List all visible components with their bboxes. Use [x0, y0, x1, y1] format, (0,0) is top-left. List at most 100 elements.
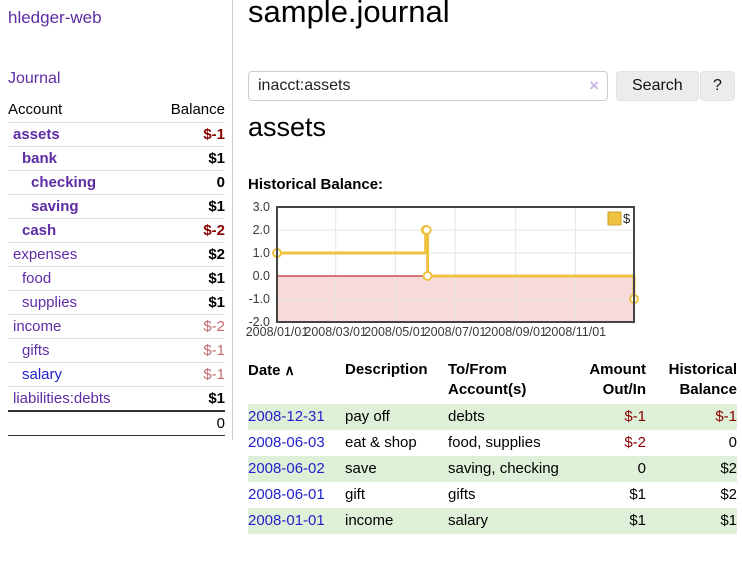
accounts-header-account: Account	[8, 98, 150, 123]
x-tick-label: 2008/01/01	[246, 325, 309, 339]
x-tick-label: 2008/09/01	[484, 325, 547, 339]
account-link[interactable]: income	[13, 318, 62, 335]
txn-date-cell: 2008-06-02	[248, 456, 345, 482]
account-balance: $1	[149, 386, 225, 411]
header-date[interactable]: Date ∧	[248, 362, 295, 379]
account-row: checking 0	[8, 170, 225, 195]
header-amount: Amount Out/In	[589, 361, 646, 398]
account-balance: $1	[149, 146, 225, 171]
y-tick-label: 3.0	[253, 200, 270, 214]
txn-balance: 0	[728, 434, 737, 451]
y-tick-label: 1.0	[253, 246, 270, 260]
accounts-header-balance: Balance	[149, 98, 225, 123]
txn-balance: $2	[646, 456, 737, 482]
txn-date-link[interactable]: 2008-06-03	[248, 434, 325, 451]
account-link[interactable]: assets	[13, 126, 60, 143]
txn-description: save	[345, 456, 448, 482]
y-tick-label: -1.0	[248, 292, 270, 306]
app-title-link[interactable]: hledger-web	[8, 8, 102, 27]
account-link[interactable]: bank	[22, 150, 58, 167]
account-row: liabilities:debts $1	[8, 386, 225, 411]
account-balance: $1	[149, 266, 225, 291]
historical-balance-chart: $3.0 2.0 1.0 0.0 -1.0 -2.02008/01/012008/03/0…	[246, 200, 639, 339]
account-row: saving $1	[8, 194, 225, 219]
header-description: Description	[345, 361, 428, 378]
txn-description: eat & shop	[345, 434, 417, 451]
data-point-marker	[422, 271, 433, 281]
help-button[interactable]: ?	[700, 71, 735, 101]
txn-amount: $1	[568, 508, 646, 534]
txn-description: pay off	[345, 404, 448, 430]
account-link[interactable]: gifts	[22, 342, 50, 359]
accounts-total-spacer	[8, 410, 150, 436]
account-balance: $-1	[149, 362, 225, 387]
txn-date-cell: 2008-01-01	[248, 508, 345, 534]
account-row: income $-2	[8, 314, 225, 339]
txn-date-link[interactable]: 2008-01-01	[248, 512, 325, 529]
transaction-row: 2008-01-01 income salary $1 $1	[248, 508, 737, 534]
account-balance: $-2	[149, 218, 225, 243]
account-link[interactable]: checking	[31, 174, 97, 191]
txn-date-cell: 2008-06-01	[248, 482, 345, 508]
account-row: gifts $-1	[8, 338, 225, 363]
transaction-row: 2008-06-02 save saving, checking 0 $2	[248, 456, 737, 482]
account-balance: $2	[149, 242, 225, 267]
account-balance: $1	[149, 290, 225, 315]
transactions-table: Date ∧ Description To/From Account(s) Amo…	[248, 358, 737, 534]
account-link[interactable]: liabilities:debts	[13, 390, 111, 407]
clear-search-icon[interactable]: ×	[589, 76, 599, 95]
txn-amount: $-2	[624, 434, 646, 451]
account-link[interactable]: cash	[22, 222, 57, 239]
sidebar: hledger-web Journal Account Balance asse…	[0, 0, 233, 440]
account-link[interactable]: expenses	[13, 246, 78, 263]
data-point-marker	[421, 225, 432, 235]
y-tick-label: -2.0	[248, 315, 270, 329]
txn-balance: $2	[720, 486, 737, 503]
transaction-row: 2008-06-03 eat & shop food, supplies $-2 0	[248, 430, 737, 456]
accounts-table: Account Balance assets $-1 bank $1 checking 0…	[8, 98, 225, 436]
txn-description: income	[345, 508, 448, 534]
transaction-row: 2008-12-31 pay off debts $-1 $-1	[248, 404, 737, 430]
account-row: cash $-2	[8, 218, 225, 243]
accounts-total-value: 0	[149, 410, 225, 436]
account-row: expenses $2	[8, 242, 225, 267]
search-input-wrap: ×	[248, 71, 608, 101]
account-balance: 0	[149, 170, 225, 195]
txn-date-link[interactable]: 2008-12-31	[248, 408, 325, 425]
txn-balance: $1	[646, 508, 737, 534]
account-balance: $-1	[149, 338, 225, 363]
account-link[interactable]: saving	[31, 198, 79, 215]
account-row: salary $-1	[8, 362, 225, 387]
account-link[interactable]: salary	[22, 366, 63, 383]
txn-balance: $-1	[646, 404, 737, 430]
legend-label: $	[623, 211, 631, 226]
txn-date-link[interactable]: 2008-06-02	[248, 460, 325, 477]
account-row: bank $1	[8, 146, 225, 171]
nav-journal-link[interactable]: Journal	[8, 70, 61, 87]
account-row: assets $-1	[8, 123, 225, 147]
accounts-header-row: Account Balance	[8, 98, 225, 123]
header-accounts: To/From Account(s)	[448, 361, 527, 398]
txn-date-cell: 2008-12-31	[248, 404, 345, 430]
txn-amount: 0	[568, 456, 646, 482]
transaction-row: 2008-06-01 gift gifts $1 $2	[248, 482, 737, 508]
transactions-body: 2008-12-31 pay off debts $-1 $-1 2008-06-03 ea…	[248, 404, 737, 534]
txn-accounts: food, supplies	[448, 434, 541, 451]
txn-amount: $-1	[568, 404, 646, 430]
account-balance: $-2	[149, 314, 225, 339]
account-link[interactable]: supplies	[22, 294, 78, 311]
x-tick-label: 2008/11/01	[544, 325, 606, 339]
account-balance: $1	[149, 194, 225, 219]
x-tick-label: 2008/03/01	[304, 325, 367, 339]
search-input[interactable]	[248, 71, 608, 101]
account-heading: assets	[248, 112, 327, 142]
plot-border	[276, 206, 635, 323]
txn-description: gift	[345, 486, 366, 503]
txn-date-link[interactable]: 2008-06-01	[248, 486, 325, 503]
y-tick-label: 2.0	[253, 223, 270, 237]
accounts-body: assets $-1 bank $1 checking 0 saving $1 cash $-2 e…	[8, 123, 225, 411]
account-link[interactable]: food	[22, 270, 52, 287]
account-row: food $1	[8, 266, 225, 291]
account-balance: $-1	[203, 126, 225, 143]
search-button[interactable]: Search	[616, 71, 699, 101]
